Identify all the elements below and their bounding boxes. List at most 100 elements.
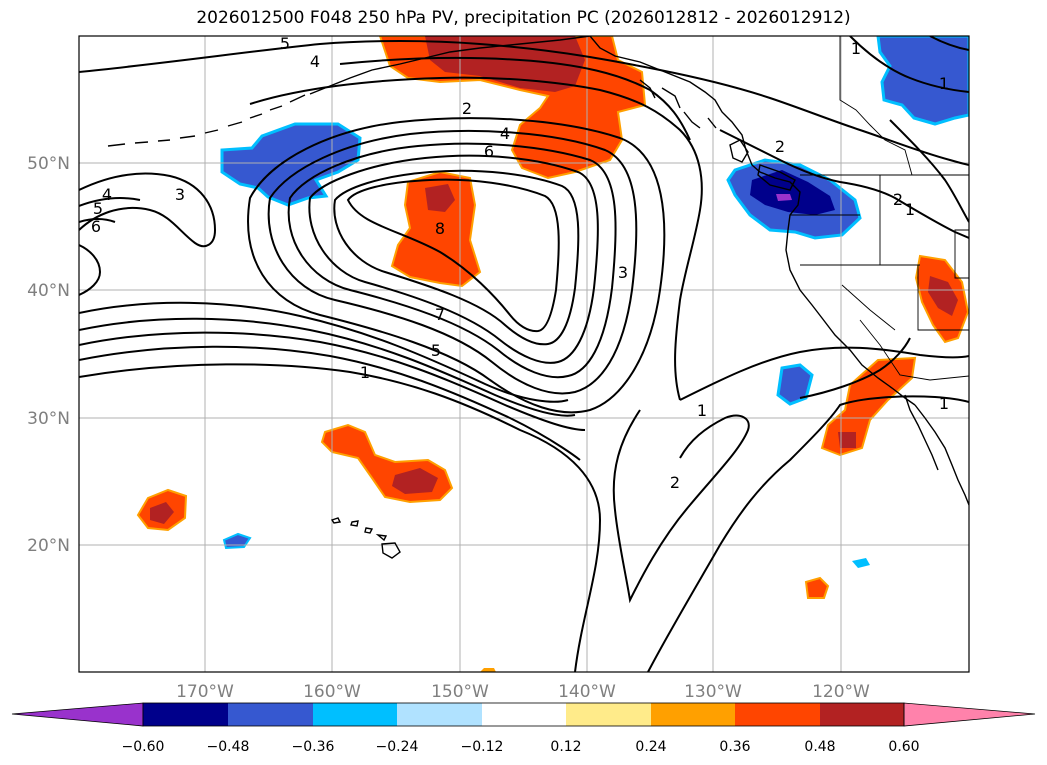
contour-label: 5 — [431, 341, 441, 360]
precip-neg-pacific-northwest-center — [776, 194, 792, 201]
pv-contour-north-2 — [249, 76, 703, 401]
pv-contour-1-west — [79, 363, 602, 672]
pv-contour-far-west-b — [79, 197, 141, 296]
colorbar-tick-label: 0.36 — [719, 739, 750, 755]
pv-contour-3-west — [79, 331, 586, 431]
precip-neg-northeast — [876, 36, 969, 126]
contour-label: 1 — [939, 74, 949, 93]
precip-pos-california-core — [928, 276, 958, 316]
map-panel: 5 4 2 4 6 1 1 2 2 1 3 4 5 6 8 3 7 5 1 1 … — [79, 34, 969, 672]
pv-contour-far-west-a — [79, 172, 217, 248]
precip-pos-northwest-hawaii-core — [392, 468, 438, 494]
pv-contour-east-1 — [679, 346, 969, 401]
contour-label: 2 — [670, 473, 680, 492]
pv-contour-inner-ring-3 — [287, 142, 617, 379]
contour-label: 5 — [93, 199, 103, 218]
graticule — [79, 36, 969, 672]
lon-tick-label: 140°W — [558, 682, 616, 702]
colorbar-tick-label: −0.12 — [461, 739, 504, 755]
colorbar-bin — [566, 703, 651, 726]
pv-contour-2-west — [79, 345, 581, 461]
pv-contour-8-center — [346, 178, 560, 333]
pv-contour-southeast — [647, 395, 969, 672]
contour-labels: 5 4 2 4 6 1 1 2 2 1 3 4 5 6 8 3 7 5 1 1 … — [91, 34, 949, 492]
map-frame — [78, 35, 970, 673]
map-title: 2026012500 F048 250 hPa PV, precipitatio… — [196, 8, 851, 28]
lon-tick-label: 150°W — [431, 682, 489, 702]
colorbar-bin — [735, 703, 820, 726]
pv-contour-rockies-2 — [889, 119, 969, 223]
colorbar-bin — [651, 703, 735, 726]
contour-label: 1 — [905, 200, 915, 219]
precip-neg-southeast-speck — [852, 558, 870, 568]
precip-pos-southeast-speck — [804, 576, 830, 599]
lat-tick-label: 40°N — [27, 281, 70, 301]
precip-neg-socal-offshore — [776, 363, 814, 406]
pv-contour-4-west — [79, 317, 576, 417]
contour-label: 6 — [91, 217, 101, 236]
lon-tick-label: 130°W — [684, 682, 742, 702]
pv-contour-southern-coast — [799, 337, 911, 399]
colorbar-bin — [143, 703, 228, 726]
pv-contour-inner-ring-5 — [333, 169, 580, 346]
contour-label: 6 — [484, 142, 494, 161]
colorbar-tick-label: −0.48 — [207, 739, 250, 755]
contour-label: 3 — [618, 263, 628, 282]
colorbar: −0.60 −0.48 −0.36 −0.24 −0.12 0.12 0.24 … — [11, 702, 1036, 755]
contour-label: 4 — [102, 185, 112, 204]
colorbar-bin — [313, 703, 397, 726]
lon-tick-label: 160°W — [303, 682, 361, 702]
precip-neg-aleutian — [220, 122, 362, 207]
coast-vancouver-island — [757, 164, 796, 191]
latitude-labels: 50°N 40°N 30°N 20°N — [27, 154, 70, 556]
precip-neg-pacific-northwest-core — [750, 170, 835, 215]
border-alaska-canada — [839, 36, 913, 176]
contour-label: 1 — [939, 394, 949, 413]
border-us-states — [790, 175, 969, 381]
colorbar-tick-label: −0.36 — [292, 739, 335, 755]
contour-label: 3 — [175, 185, 185, 204]
coast-gulf-california — [904, 394, 939, 471]
contour-label: 4 — [310, 52, 320, 71]
contour-label: 7 — [435, 305, 445, 324]
pv-contour-inner-ring-4 — [308, 154, 599, 364]
lon-tick-label: 120°W — [812, 682, 870, 702]
contour-label: 2 — [893, 190, 903, 209]
precip-pos-baja-core — [838, 432, 856, 448]
pv-contour-east-2 — [612, 409, 750, 604]
contour-label: 1 — [697, 401, 707, 420]
contour-label: 5 — [280, 34, 290, 53]
contour-label: 4 — [500, 124, 510, 143]
pv-contours — [79, 36, 969, 672]
pv-contour-north-1 — [79, 40, 969, 166]
coast-hawaii — [330, 517, 401, 559]
colorbar-bin — [228, 703, 313, 726]
coast-alaska-islands — [639, 79, 717, 129]
colorbar-bin — [482, 703, 566, 726]
colorbar-tick-label: 0.12 — [550, 739, 581, 755]
precip-neg-far-west-speck — [222, 532, 252, 550]
pv-contour-inner-ring-2 — [267, 129, 638, 395]
lat-tick-label: 30°N — [27, 409, 70, 429]
colorbar-bin — [397, 703, 482, 726]
colorbar-tick-label: 0.60 — [888, 739, 919, 755]
pv-contour-inner-ring-1 — [247, 117, 666, 414]
contour-label: 8 — [435, 219, 445, 238]
contour-label: 1 — [360, 363, 370, 382]
colorbar-bin — [820, 703, 904, 726]
pv-contour-northeast-2 — [929, 36, 969, 51]
lon-tick-label: 170°W — [176, 682, 234, 702]
contour-label: 1 — [851, 39, 861, 58]
precip-pos-central-pacific-core — [425, 184, 455, 212]
colorbar-tick-label: −0.60 — [122, 739, 165, 755]
contour-label: 2 — [462, 99, 472, 118]
colorbar-tick-label: 0.48 — [804, 739, 835, 755]
pv-contour-northeast — [849, 36, 969, 93]
precip-pos-south-edge — [480, 668, 496, 672]
colorbar-ticks: −0.60 −0.48 −0.36 −0.24 −0.12 0.12 0.24 … — [122, 739, 920, 755]
lat-tick-label: 50°N — [27, 154, 70, 174]
pv-contour-rockies — [719, 129, 969, 239]
precip-pos-baja — [820, 356, 917, 457]
contour-label: 2 — [775, 137, 785, 156]
